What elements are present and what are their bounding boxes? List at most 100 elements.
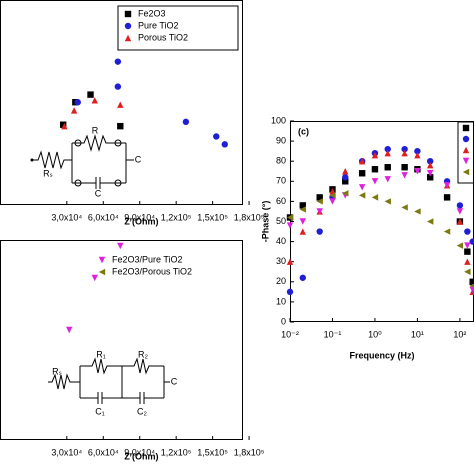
panel-label: (c)	[298, 126, 309, 136]
data-point	[456, 218, 464, 225]
data-point	[358, 158, 366, 165]
y-tick-label: 10	[276, 296, 286, 306]
x-tick-label: 10⁻²	[281, 329, 299, 339]
y-tick-label: 80	[276, 156, 286, 166]
legend-label: Pure TiO2	[138, 20, 179, 30]
legend-marker	[462, 124, 470, 132]
data-point	[464, 228, 471, 235]
legend-label: Fe2O3/Porous TiO2	[112, 266, 192, 276]
annotation: R₁	[96, 349, 106, 359]
data-point	[316, 198, 323, 205]
legend-label: Fe2O3	[138, 8, 166, 18]
legend-marker	[462, 135, 470, 143]
data-point	[358, 170, 366, 177]
data-point	[384, 145, 391, 153]
y-tick-label: 0	[281, 316, 286, 326]
y-tick-label: 90	[276, 135, 286, 145]
annotation: C₂	[137, 406, 147, 416]
data-point	[384, 198, 391, 205]
data-point	[443, 194, 451, 201]
data-point	[329, 188, 336, 195]
data-point	[70, 107, 78, 114]
annotation: R₂	[138, 349, 148, 359]
node	[74, 179, 82, 187]
annotation: Rₛ	[52, 366, 62, 376]
data-point	[469, 238, 474, 245]
circuit-inset	[26, 128, 142, 192]
annotation: Rₛ	[43, 168, 53, 178]
data-point	[299, 218, 306, 225]
x-tick-label: 9,0x10⁴	[124, 447, 155, 457]
x-tick-label: 9,0x10⁴	[124, 212, 155, 222]
annotation: C	[95, 188, 102, 198]
y-tick-label: 100	[271, 115, 286, 125]
data-point	[299, 202, 306, 209]
data-point	[401, 149, 408, 157]
circuit-inset	[48, 357, 170, 404]
node	[114, 139, 122, 147]
data-point	[426, 174, 434, 181]
data-point	[221, 141, 228, 148]
data-point	[358, 184, 366, 191]
legend-label: Fe2O3/Pure TiO2	[112, 254, 183, 264]
data-point	[342, 190, 349, 197]
data-point	[87, 91, 94, 98]
data-point	[469, 286, 474, 294]
plot-frame	[0, 240, 243, 440]
data-point	[371, 151, 379, 159]
x-tick-label: 10¹	[411, 329, 424, 339]
data-point	[299, 274, 306, 281]
legend-marker	[124, 10, 132, 18]
data-point	[286, 222, 294, 229]
resistor	[72, 134, 126, 152]
data-point	[342, 174, 349, 181]
data-point	[456, 208, 464, 215]
y-tick-label: 20	[276, 276, 286, 286]
resistor	[122, 357, 164, 375]
data-point	[299, 206, 306, 213]
data-point	[286, 288, 294, 296]
x-axis-label: Frequency (Hz)	[349, 350, 414, 360]
data-point	[117, 242, 124, 250]
data-point	[286, 258, 294, 265]
data-point	[329, 198, 336, 205]
data-point	[358, 192, 366, 199]
y-tick-label: 30	[276, 256, 286, 266]
data-point	[117, 101, 124, 108]
data-point	[384, 176, 391, 183]
data-point	[114, 58, 122, 65]
data-point	[342, 178, 349, 185]
y-tick-label: 70	[276, 176, 286, 186]
data-point	[401, 164, 408, 171]
legend-marker	[462, 157, 470, 165]
legend-box	[117, 5, 239, 51]
x-tick-label: 1,8x10⁵	[234, 447, 265, 457]
data-point	[464, 268, 471, 275]
x-tick-label: 10⁰	[368, 329, 382, 339]
data-point	[371, 178, 379, 185]
data-point	[469, 278, 474, 285]
data-point	[426, 162, 434, 169]
plot-frame	[0, 0, 243, 205]
annotation: C	[135, 154, 142, 164]
y-axis-label: -Phase (°)	[260, 201, 270, 243]
data-point	[74, 99, 81, 106]
legend-marker	[98, 256, 106, 264]
data-point	[329, 192, 336, 199]
resistor	[32, 150, 72, 170]
x-tick-label: 1,8x10⁵	[234, 212, 265, 222]
y-tick-label: 60	[276, 196, 286, 206]
plot-frame	[290, 121, 474, 322]
data-point	[401, 145, 408, 153]
y-tick-label: 50	[276, 216, 286, 226]
data-point	[443, 228, 451, 235]
data-point	[464, 248, 471, 255]
data-point	[426, 218, 434, 225]
data-point	[114, 83, 122, 90]
data-point	[384, 149, 391, 157]
legend-marker	[462, 146, 470, 154]
data-point	[464, 242, 471, 249]
data-point	[426, 170, 434, 177]
x-axis-label: Z'(Ohm)	[124, 451, 158, 461]
